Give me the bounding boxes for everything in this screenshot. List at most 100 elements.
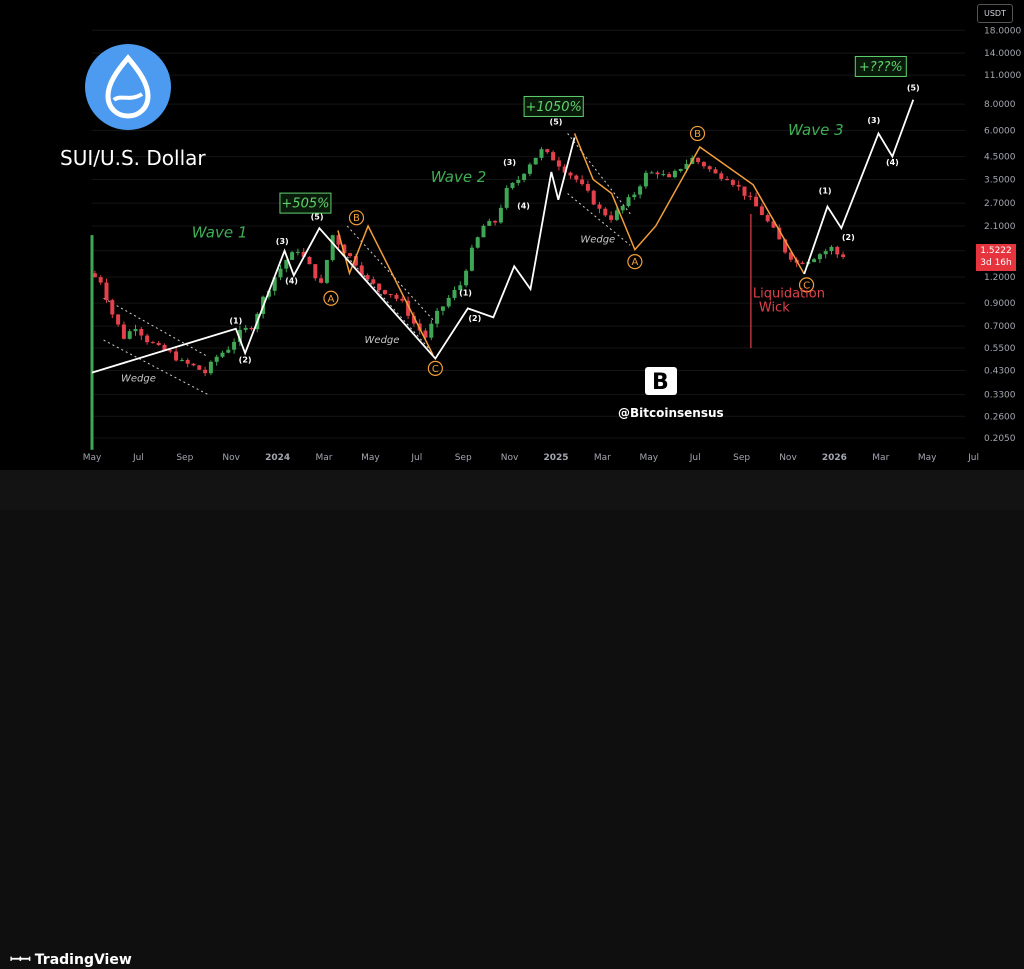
- candle-up: [469, 247, 474, 271]
- x-tick-label: Sep: [176, 453, 193, 463]
- forecast-path: [803, 99, 915, 275]
- x-tick-label: Mar: [316, 453, 333, 463]
- y-tick-label: 6.0000: [984, 126, 1016, 136]
- wave-label: Wave 2: [431, 168, 487, 186]
- sui-logo-circle: [85, 44, 171, 130]
- candle-down: [423, 330, 428, 338]
- candle-down: [365, 275, 370, 280]
- percent-label: +505%: [281, 197, 329, 212]
- abc-marker-ring: [323, 290, 339, 306]
- droplet-icon: [105, 54, 151, 119]
- abc-marker-ring: [427, 360, 443, 376]
- abc-marker-label: C: [432, 364, 439, 375]
- candle-up: [684, 163, 689, 169]
- candle-up: [440, 306, 445, 311]
- candle-down: [98, 277, 103, 283]
- y-tick-label: 0.3300: [984, 391, 1016, 401]
- sub-wave-label: (4): [285, 276, 298, 285]
- abc-marker-ring: [689, 125, 706, 142]
- candle-up: [446, 297, 451, 307]
- candle-down: [145, 335, 150, 343]
- x-axis: May Jul Sep Nov 2024 Mar May Jul Sep Nov 2025 Mar Ma…: [83, 453, 979, 463]
- candle-down: [562, 166, 567, 173]
- impulse-lines: [91, 99, 915, 374]
- candle-up: [487, 220, 492, 226]
- y-tick-label: 18.0000: [984, 26, 1021, 36]
- candle-up: [435, 310, 440, 324]
- candle-up: [220, 352, 225, 357]
- candle-down: [777, 227, 782, 240]
- candle-down: [319, 278, 324, 283]
- x-tick-label: Nov: [222, 453, 240, 463]
- x-tick-label: 2025: [543, 453, 568, 463]
- candle-down: [110, 300, 115, 315]
- percent-box: [854, 55, 907, 77]
- candle-up: [290, 252, 295, 260]
- y-tick-label: 14.0000: [984, 49, 1021, 59]
- x-tick-label: May: [918, 453, 937, 463]
- candle-up: [458, 285, 463, 290]
- candle-down: [568, 172, 573, 176]
- candle-down: [411, 315, 416, 324]
- sub-wave-label: (5): [907, 83, 920, 92]
- liquidation-label: Wick: [759, 301, 790, 316]
- chart-area[interactable]: 18.0000 14.0000 11.0000 8.0000 6.0000 4.5000 3…: [0, 0, 1024, 470]
- candle-down: [754, 196, 759, 207]
- candle-up: [481, 225, 486, 238]
- candle-up: [272, 277, 277, 291]
- tradingview-icon: ꟷꟷ: [10, 952, 31, 968]
- sub-wave-label: (3): [503, 158, 516, 167]
- candle-up: [226, 349, 231, 353]
- candle-down: [493, 220, 498, 223]
- candle-up: [527, 164, 532, 174]
- y-tick-label: 0.2050: [984, 434, 1016, 444]
- candle-down: [353, 256, 358, 266]
- candle-up: [243, 327, 248, 330]
- candle-up: [522, 173, 527, 180]
- candle-down: [139, 328, 144, 336]
- candle-down: [800, 262, 805, 264]
- candle-down: [609, 215, 614, 220]
- candle-down: [359, 265, 364, 276]
- candle-up: [498, 207, 503, 223]
- candle-down: [174, 351, 179, 361]
- abc-marker-label: A: [631, 257, 638, 268]
- candle-up: [214, 356, 219, 362]
- candle-up: [649, 172, 654, 174]
- x-tick-label: 2026: [822, 453, 847, 463]
- candle-up: [284, 259, 289, 269]
- currency-selector[interactable]: USDT: [977, 4, 1013, 23]
- candle-up: [516, 179, 521, 183]
- candle-up: [464, 270, 469, 286]
- candle-down: [104, 282, 109, 301]
- candle-up: [817, 254, 822, 260]
- candle-down: [249, 327, 254, 330]
- candle-up: [179, 359, 184, 361]
- sub-wave-label: (3): [867, 116, 880, 125]
- x-tick-label: Jul: [689, 453, 701, 463]
- abc-marker-label: C: [803, 280, 810, 291]
- candle-down: [667, 174, 672, 178]
- percent-label: +???%: [859, 60, 903, 75]
- candle-down: [156, 342, 161, 345]
- percent-label: +1050%: [526, 100, 582, 115]
- candle-up: [678, 168, 683, 171]
- price-chart[interactable]: 18.0000 14.0000 11.0000 8.0000 6.0000 4.5000 3…: [0, 0, 1024, 470]
- x-tick-label: Jul: [967, 453, 979, 463]
- candle-down: [168, 350, 173, 352]
- x-tick-label: 2024: [265, 453, 290, 463]
- correction-path: [573, 133, 805, 275]
- candle-down: [725, 178, 730, 181]
- y-tick-label: 0.4300: [984, 366, 1016, 376]
- percent-box: [279, 192, 332, 214]
- y-axis: 18.0000 14.0000 11.0000 8.0000 6.0000 4.5000 3…: [984, 26, 1021, 444]
- grid-layer: [92, 29, 965, 439]
- pair-title: SUI/U.S. Dollar: [60, 146, 206, 170]
- sub-wave-label: (4): [517, 201, 530, 210]
- candle-down: [388, 294, 393, 296]
- candle-up: [510, 182, 515, 188]
- candle-down: [597, 204, 602, 209]
- candle-up: [829, 246, 834, 252]
- tradingview-logo[interactable]: ꟷꟷ TradingView: [10, 950, 132, 969]
- candle-up: [330, 235, 335, 261]
